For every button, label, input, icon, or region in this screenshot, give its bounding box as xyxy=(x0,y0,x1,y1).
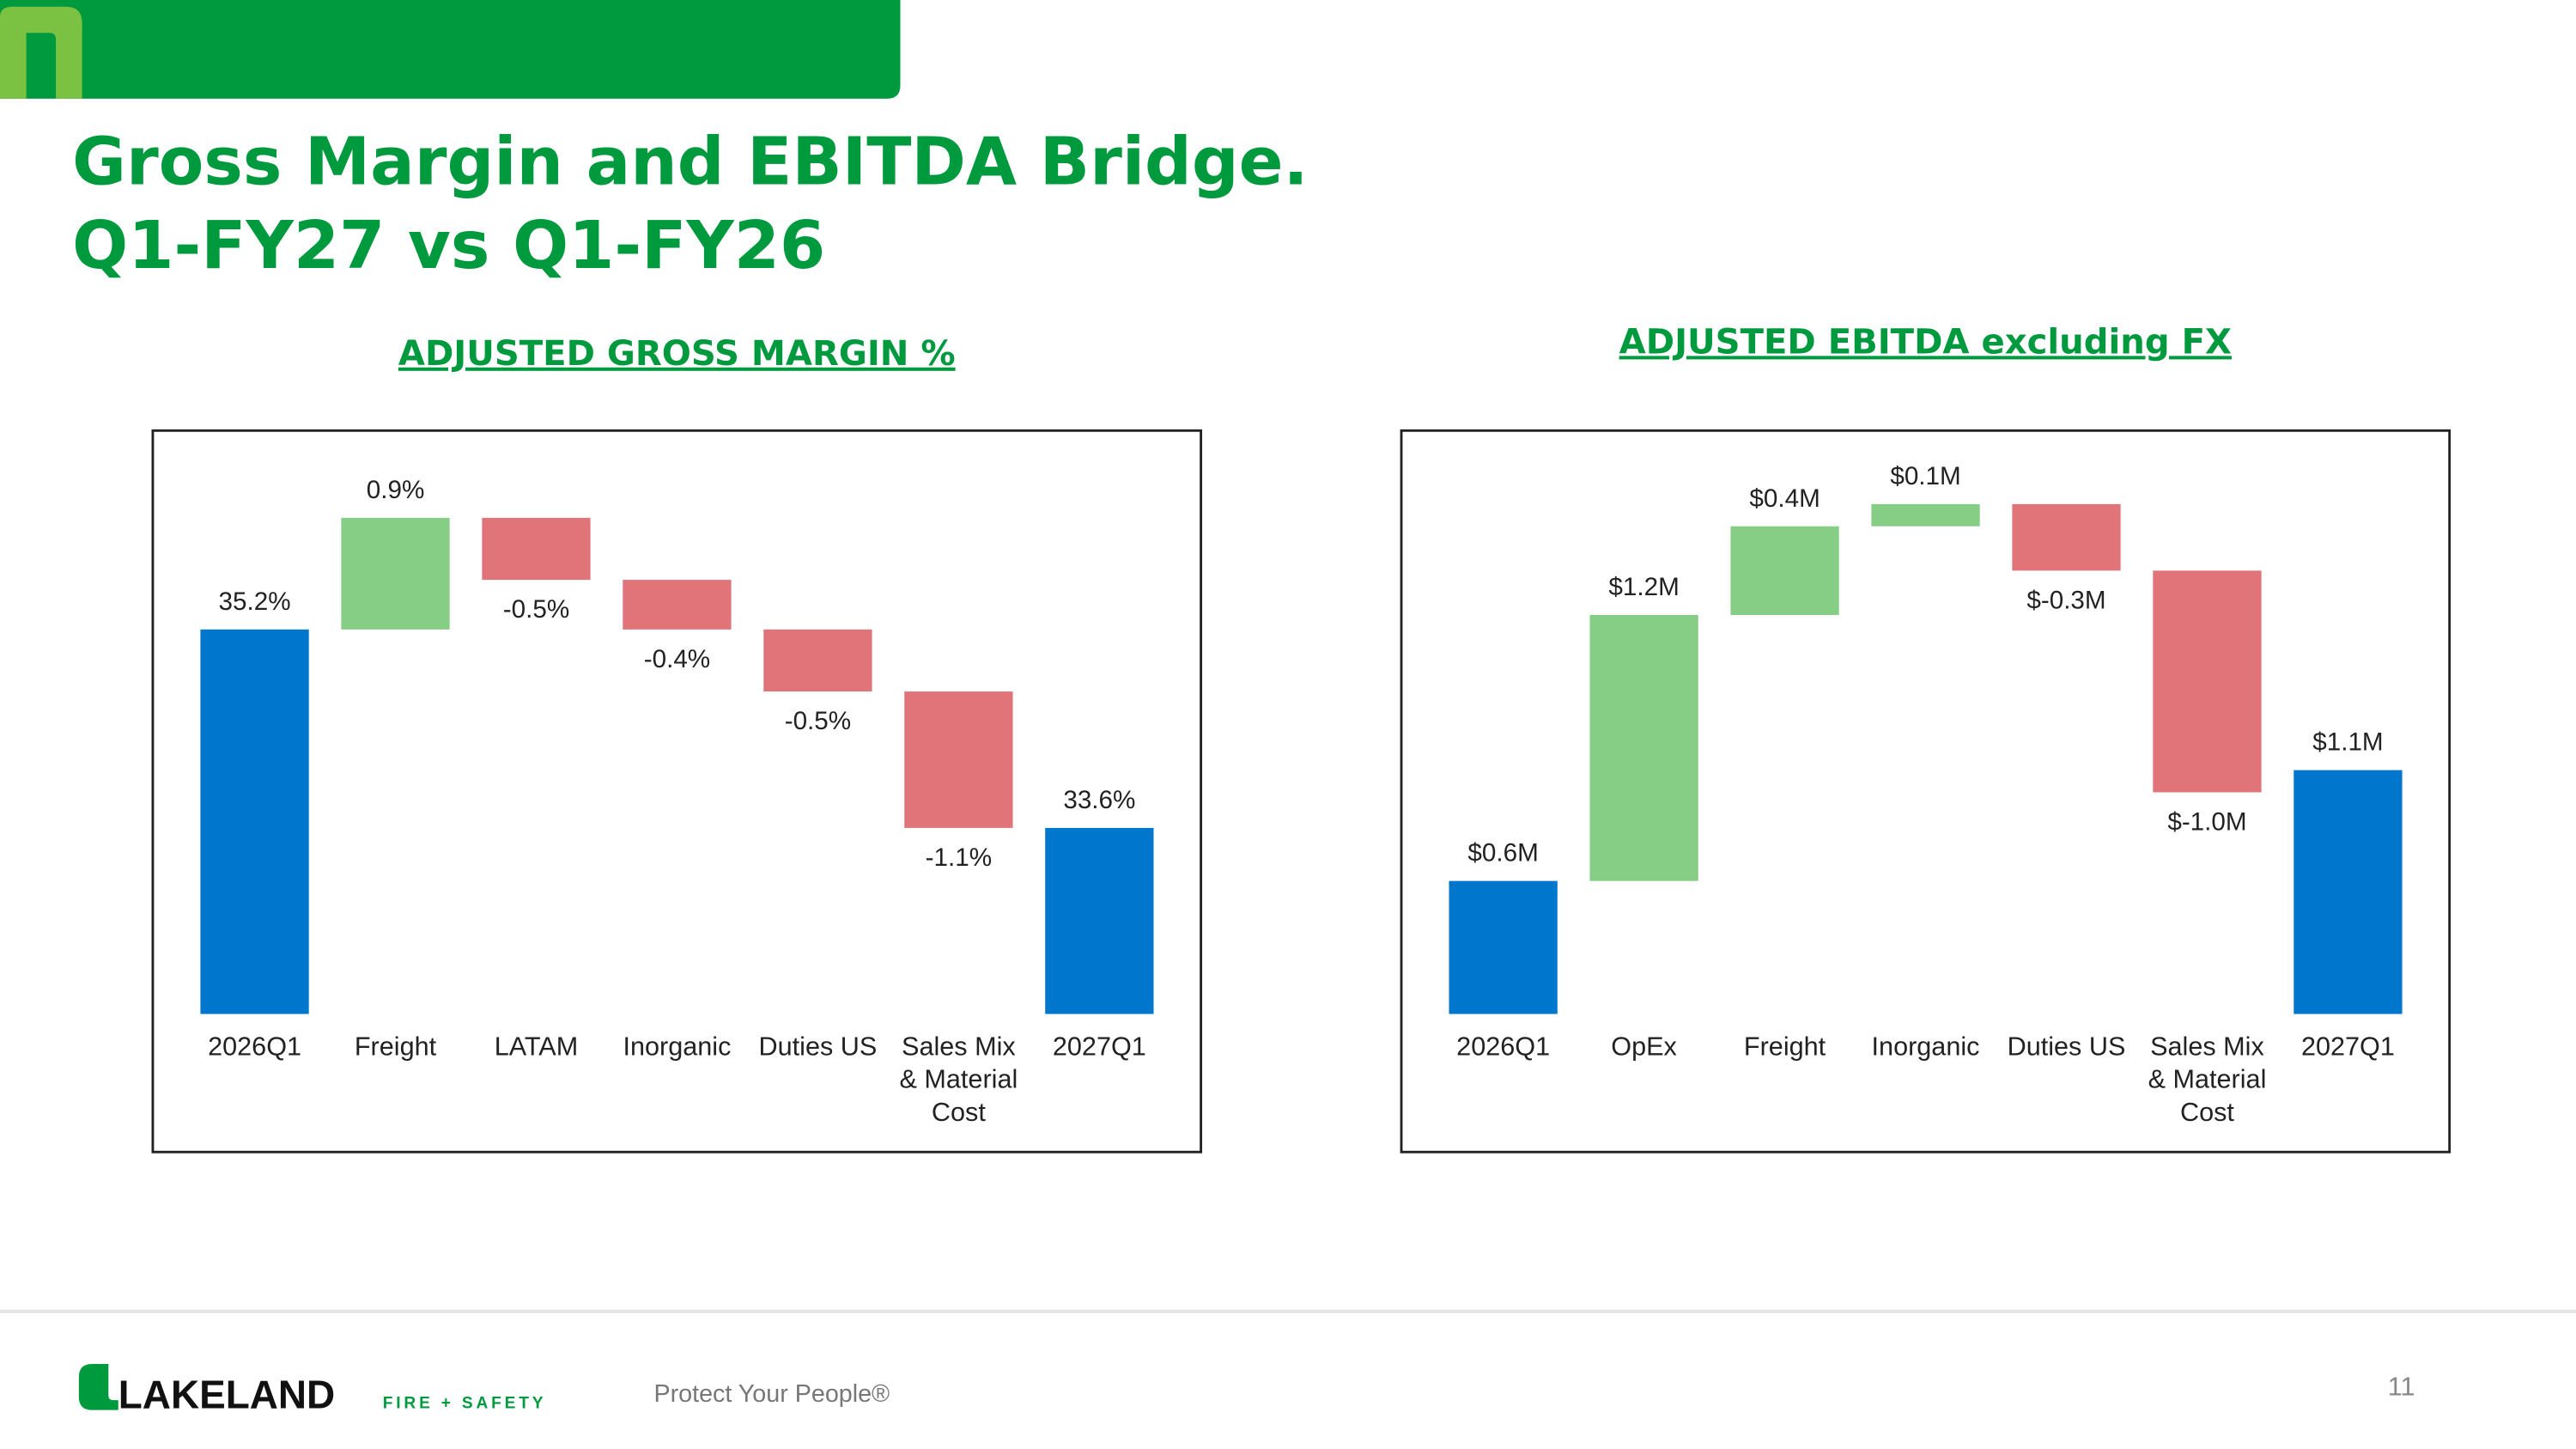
x-tick-label: LATAM xyxy=(494,1033,579,1062)
x-tick-label-box: OpEx xyxy=(1611,1033,1677,1062)
x-tick-label: 2026Q1 xyxy=(1456,1033,1551,1062)
value-label: -0.5% xyxy=(785,707,851,735)
bar xyxy=(1045,827,1154,1014)
x-tick-label: Duties US xyxy=(2007,1033,2126,1062)
x-tick-label: 2026Q1 xyxy=(208,1033,302,1062)
x-tick-label: Inorganic xyxy=(1871,1033,1980,1062)
page-number: 11 xyxy=(2388,1372,2415,1401)
x-tick-label: 2027Q1 xyxy=(2300,1033,2395,1062)
brand-sub: FIRE + SAFETY xyxy=(383,1395,547,1413)
brand: LAKELAND xyxy=(118,1373,335,1417)
x-tick-label-box: 2027Q1 xyxy=(1052,1033,1146,1062)
value-label: $-0.3M xyxy=(2026,586,2105,614)
x-tick-label-box: Freight xyxy=(1743,1033,1826,1062)
bar xyxy=(2293,770,2403,1014)
bar xyxy=(482,517,591,581)
title-line: Q1-FY27 vs Q1-FY26 xyxy=(72,208,825,284)
value-label: 35.2% xyxy=(219,588,291,616)
value-label: $0.1M xyxy=(1890,462,1960,490)
x-tick-label-box: 2026Q1 xyxy=(1456,1033,1551,1062)
bar xyxy=(1589,614,1698,881)
value-label: $0.6M xyxy=(1467,839,1538,868)
bar xyxy=(623,580,732,630)
x-tick-label: Sales Mix & Material Cost xyxy=(2148,1033,2267,1128)
value-label: -1.1% xyxy=(926,843,992,872)
x-tick-label: Inorganic xyxy=(623,1033,732,1062)
x-tick-label-box: Freight xyxy=(354,1033,437,1062)
value-label: -0.4% xyxy=(644,645,710,673)
value-label: $1.1M xyxy=(2312,728,2383,757)
x-tick-label-box: Sales Mix & Material Cost xyxy=(899,1033,1018,1128)
chart-title: ADJUSTED GROSS MARGIN % xyxy=(398,334,956,374)
x-tick-label: Duties US xyxy=(758,1033,878,1062)
bar xyxy=(2153,570,2262,793)
x-tick-label-box: Inorganic xyxy=(1871,1033,1980,1062)
x-tick-label-box: Sales Mix & Material Cost xyxy=(2148,1033,2267,1128)
chart-frame xyxy=(151,429,1203,1154)
x-tick-label-box: 2027Q1 xyxy=(2300,1033,2395,1062)
value-label: $-1.0M xyxy=(2167,807,2246,836)
x-tick-label-box: 2026Q1 xyxy=(208,1033,302,1062)
x-tick-label: 2027Q1 xyxy=(1052,1033,1146,1062)
x-tick-label-box: LATAM xyxy=(494,1033,579,1062)
bar xyxy=(2012,503,2121,571)
bar xyxy=(1871,503,1980,527)
value-label: -0.5% xyxy=(503,595,569,624)
tagline: Protect Your People® xyxy=(653,1380,890,1408)
bar xyxy=(341,517,450,630)
x-tick-label: Freight xyxy=(1743,1033,1826,1062)
x-tick-label: Sales Mix & Material Cost xyxy=(899,1033,1018,1128)
header-logo xyxy=(0,6,82,99)
x-tick-label-box: Duties US xyxy=(2007,1033,2126,1062)
x-tick-label-box: Duties US xyxy=(758,1033,878,1062)
title-line: Gross Margin and EBITDA Bridge. xyxy=(72,124,1308,200)
bar xyxy=(200,629,309,1014)
bar xyxy=(763,629,872,692)
header-bar xyxy=(0,0,901,99)
x-tick-label: Freight xyxy=(354,1033,437,1062)
bar xyxy=(1730,526,1839,615)
x-tick-label: OpEx xyxy=(1611,1033,1677,1062)
value-label: $1.2M xyxy=(1608,573,1679,601)
chart-title: ADJUSTED EBITDA excluding FX xyxy=(1619,322,2232,362)
value-label: 33.6% xyxy=(1063,786,1135,814)
footer-logo xyxy=(78,1364,118,1410)
x-tick-label-box: Inorganic xyxy=(623,1033,732,1062)
bar xyxy=(1449,880,1558,1014)
value-label: $0.4M xyxy=(1749,484,1820,513)
bar xyxy=(904,691,1013,828)
chart-frame xyxy=(1400,429,2451,1154)
value-label: 0.9% xyxy=(367,476,425,504)
